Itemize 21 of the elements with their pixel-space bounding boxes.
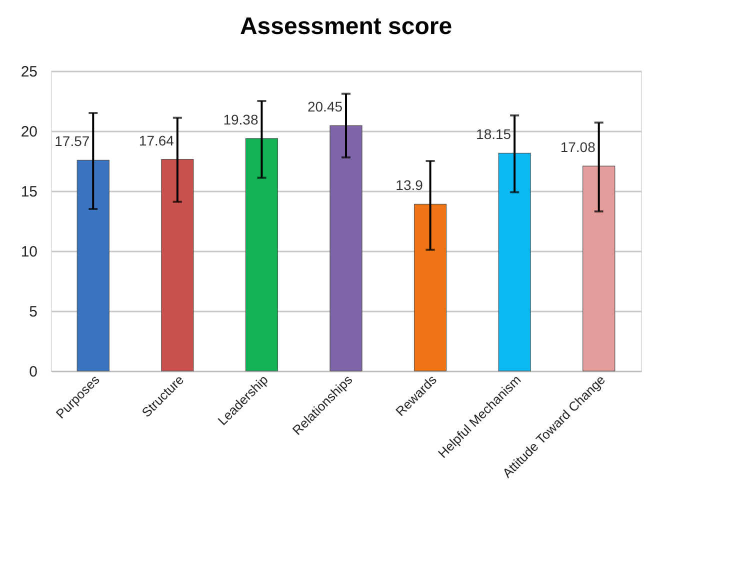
y-tick-label: 20 <box>20 124 38 140</box>
bar <box>582 166 616 372</box>
data-label: 17.08 <box>560 139 596 156</box>
chart-title: Assessment score <box>240 13 452 40</box>
bar <box>414 204 447 372</box>
y-tick-label: 10 <box>20 244 38 260</box>
data-label: 13.9 <box>396 177 424 194</box>
bar <box>245 138 278 372</box>
bar <box>498 152 531 372</box>
y-tick-label: 5 <box>29 304 38 320</box>
data-label: 20.45 <box>307 98 343 115</box>
bar <box>76 160 110 372</box>
bar <box>330 125 362 372</box>
y-tick-label: 25 <box>20 64 38 80</box>
data-label: 17.64 <box>138 132 174 148</box>
data-label: 17.57 <box>54 133 90 150</box>
y-tick-label: 0 <box>29 364 38 380</box>
y-tick-label: 15 <box>20 184 38 200</box>
bar <box>161 159 194 372</box>
data-label: 18.15 <box>476 126 512 142</box>
data-label: 19.38 <box>223 111 258 128</box>
